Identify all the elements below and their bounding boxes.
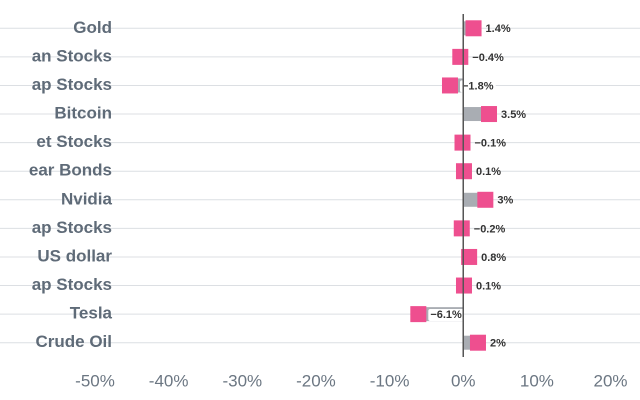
category-label: US dollar — [37, 246, 112, 265]
x-tick-label: 0% — [451, 371, 476, 390]
value-label: −1.8% — [462, 80, 494, 92]
value-label: 0.8% — [481, 252, 506, 264]
category-label: an Stocks — [32, 46, 112, 65]
marker — [465, 20, 482, 37]
value-label: −0.1% — [475, 138, 507, 150]
value-label: −0.2% — [474, 223, 506, 235]
marker — [461, 248, 478, 265]
marker — [481, 106, 498, 123]
label-bg — [428, 309, 465, 322]
category-label: ear Bonds — [29, 161, 112, 180]
x-tick-label: -50% — [75, 371, 115, 390]
marker — [452, 48, 469, 65]
marker — [441, 77, 458, 94]
category-label: Tesla — [70, 304, 113, 323]
category-label: Bitcoin — [54, 104, 112, 123]
value-label: 3% — [497, 195, 513, 207]
x-tick-label: -40% — [149, 371, 189, 390]
x-tick-label: -20% — [296, 371, 336, 390]
value-label: 3.5% — [501, 109, 526, 121]
marker — [410, 306, 427, 323]
x-tick-label: -10% — [370, 371, 410, 390]
label-bg — [459, 80, 496, 93]
category-label: ap Stocks — [32, 218, 112, 237]
marker — [453, 220, 470, 237]
category-label: ap Stocks — [32, 275, 112, 294]
category-label: Nvidia — [61, 189, 113, 208]
value-label: −0.4% — [472, 52, 504, 64]
x-tick-label: -30% — [222, 371, 262, 390]
value-label: 0.1% — [476, 166, 501, 178]
category-label: ap Stocks — [32, 75, 112, 94]
category-label: Gold — [73, 18, 112, 37]
value-label: 2% — [490, 338, 506, 350]
x-tick-label: 10% — [520, 371, 554, 390]
marker — [477, 191, 494, 208]
value-label: −6.1% — [430, 309, 462, 321]
value-label: 1.4% — [486, 23, 511, 35]
category-label: et Stocks — [36, 132, 112, 151]
marker — [469, 334, 486, 351]
value-label: 0.1% — [476, 280, 501, 292]
category-label: Crude Oil — [35, 332, 112, 351]
x-tick-label: 20% — [594, 371, 628, 390]
